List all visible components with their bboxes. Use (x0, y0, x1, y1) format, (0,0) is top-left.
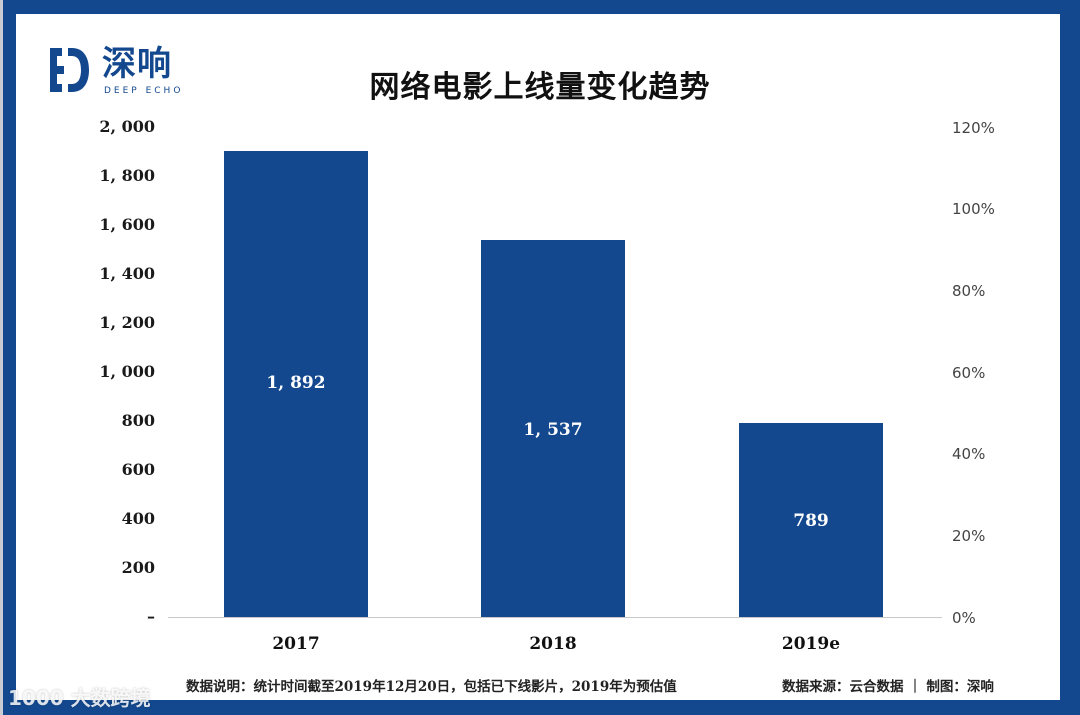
bar-2017: 1, 892 (224, 151, 368, 617)
y2-tick: 20% (952, 527, 986, 545)
bar-value-label: 1, 892 (266, 373, 326, 393)
logo-chinese-text: 深响 (102, 44, 172, 84)
y-tick: 2, 000 (99, 117, 155, 136)
x-axis-line (168, 617, 942, 618)
data-note: 数据说明：统计时间截至2019年12月20日，包括已下线影片，2019年为预估值 (186, 679, 677, 695)
y-tick: 1, 200 (99, 313, 155, 332)
x-tick: 2018 (529, 634, 577, 654)
y-tick: 1, 600 (99, 215, 155, 234)
data-source: 数据来源：云合数据 ｜ 制图：深响 (782, 679, 994, 695)
bar-2019e: 789 (739, 423, 883, 617)
y-tick: 1, 800 (99, 166, 155, 185)
x-tick: 2019e (781, 634, 841, 654)
y-tick: 1, 000 (99, 362, 155, 381)
watermark: 1000 大数跨境 (8, 686, 151, 710)
y2-tick: 60% (952, 364, 986, 382)
y-tick: 800 (121, 411, 155, 430)
bar-value-label: 789 (793, 511, 829, 531)
y-tick: – (147, 607, 155, 626)
y2-tick: 80% (952, 282, 986, 300)
brand-logo: 深响 DEEP ECHO (48, 44, 188, 100)
x-tick: 2017 (272, 634, 320, 654)
chart-title: 网络电影上线量变化趋势 (369, 70, 711, 105)
y2-tick: 100% (952, 200, 995, 218)
y-tick: 600 (121, 460, 155, 479)
logo-english-text: DEEP ECHO (104, 86, 184, 96)
bar-2018: 1, 537 (481, 240, 625, 617)
y2-tick: 40% (952, 445, 986, 463)
y-tick: 1, 400 (99, 264, 155, 283)
y-tick: 200 (121, 558, 155, 577)
y2-tick: 0% (952, 609, 976, 627)
y2-tick: 120% (952, 119, 995, 137)
y-tick: 400 (121, 509, 155, 528)
bar-value-label: 1, 537 (523, 420, 583, 440)
deep-echo-logo-icon (50, 48, 89, 92)
